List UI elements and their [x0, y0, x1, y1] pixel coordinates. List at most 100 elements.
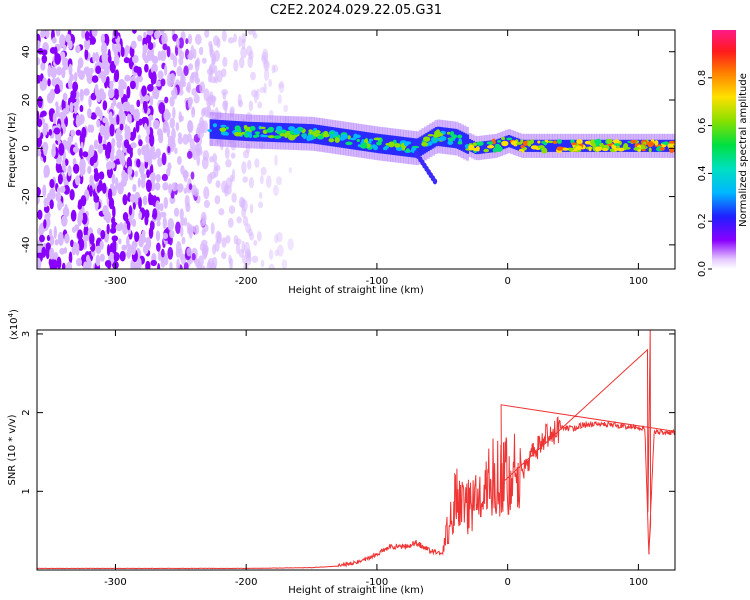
- noise-speck: [148, 192, 152, 205]
- noise-speck: [98, 171, 105, 180]
- trace-core: [552, 139, 556, 152]
- trace-core: [484, 141, 487, 154]
- trace-peak: [302, 133, 307, 140]
- noise-speck: [138, 118, 143, 126]
- noise-speck: [177, 183, 184, 193]
- noise-speck: [136, 99, 141, 108]
- noise-speck: [157, 157, 163, 168]
- noise-speck: [240, 46, 248, 59]
- noise-speck: [137, 177, 141, 188]
- trace-core: [272, 122, 275, 143]
- noise-speck: [198, 46, 204, 56]
- noise-speck: [216, 37, 221, 48]
- noise-speck: [100, 229, 106, 240]
- noise-speck: [278, 82, 284, 89]
- noise-speck: [76, 257, 82, 267]
- noise-speck: [274, 249, 279, 257]
- trace-peak: [355, 134, 361, 139]
- trace-peak: [404, 141, 412, 145]
- snr-xlabel: Height of straight line (km): [288, 585, 424, 596]
- chart-title: C2E2.2024.029.22.05.G31: [270, 3, 442, 18]
- trace-core: [231, 120, 234, 141]
- trace-core: [672, 139, 675, 152]
- spectrogram-xlabel: Height of straight line (km): [288, 285, 424, 296]
- noise-speck: [155, 80, 162, 87]
- trace-core: [407, 137, 411, 157]
- trace-peak: [476, 141, 484, 146]
- multiplier-close: ): [9, 309, 20, 313]
- noise-speck: [161, 173, 168, 182]
- trace-peak: [530, 145, 538, 150]
- trace-core: [546, 139, 550, 152]
- noise-speck: [51, 77, 58, 87]
- noise-speck: [113, 251, 118, 263]
- trace-peak: [584, 140, 591, 145]
- noise-speck: [61, 159, 66, 171]
- trace-core: [525, 139, 528, 152]
- noise-speck: [99, 240, 104, 250]
- trace-core: [560, 139, 564, 152]
- noise-speck: [250, 71, 256, 81]
- noise-speck: [272, 64, 279, 73]
- trace-peak: [276, 125, 283, 132]
- noise-speck: [119, 222, 124, 231]
- noise-speck: [89, 233, 95, 245]
- noise-speck: [121, 244, 128, 251]
- noise-speck: [43, 219, 47, 229]
- noise-speck: [103, 64, 110, 76]
- noise-speck: [134, 231, 140, 243]
- noise-speck: [72, 146, 80, 153]
- trace-peak: [297, 127, 304, 132]
- trace-peak: [647, 141, 654, 148]
- noise-speck: [70, 209, 77, 222]
- noise-speck: [175, 37, 180, 48]
- noise-speck: [207, 257, 215, 269]
- noise-speck: [277, 94, 282, 105]
- noise-speck: [42, 125, 48, 137]
- noise-speck: [256, 231, 262, 242]
- trace-peak: [541, 147, 548, 154]
- colorbar-tick-label: 0.0: [697, 261, 708, 277]
- noise-speck: [212, 96, 216, 108]
- noise-speck: [151, 71, 157, 85]
- noise-speck: [190, 72, 195, 81]
- noise-speck: [155, 148, 161, 159]
- noise-speck: [274, 154, 278, 167]
- trace-peak: [273, 135, 282, 139]
- noise-speck: [238, 35, 242, 48]
- noise-speck: [70, 129, 76, 137]
- trace-core: [558, 139, 562, 152]
- noise-speck: [49, 187, 56, 200]
- trace-peak: [556, 139, 562, 144]
- noise-speck: [113, 54, 120, 66]
- noise-speck: [185, 202, 191, 213]
- noise-speck: [131, 242, 136, 250]
- trace-peak: [267, 135, 276, 139]
- noise-speck: [75, 129, 82, 136]
- noise-speck: [138, 237, 144, 248]
- trace-core: [566, 139, 570, 152]
- noise-speck: [176, 155, 182, 166]
- noise-speck: [211, 57, 216, 65]
- trace-core: [499, 137, 503, 150]
- noise-speck: [37, 257, 42, 269]
- noise-speck: [142, 195, 148, 206]
- noise-speck: [115, 129, 120, 142]
- noise-speck: [107, 188, 113, 201]
- noise-speck: [107, 160, 112, 170]
- noise-speck: [88, 144, 95, 158]
- trace-core: [570, 139, 574, 152]
- noise-speck: [213, 161, 219, 172]
- colorbar-tick-label: 0.8: [697, 70, 708, 86]
- trace-peak: [287, 134, 296, 141]
- trace-peak: [457, 134, 463, 139]
- noise-speck: [93, 194, 100, 203]
- trace-peak: [254, 131, 261, 135]
- noise-speck: [221, 251, 227, 260]
- trace-peak: [483, 148, 490, 153]
- noise-speck: [210, 222, 215, 235]
- noise-speck: [122, 211, 129, 222]
- trace-core: [464, 133, 468, 153]
- noise-speck: [72, 163, 80, 174]
